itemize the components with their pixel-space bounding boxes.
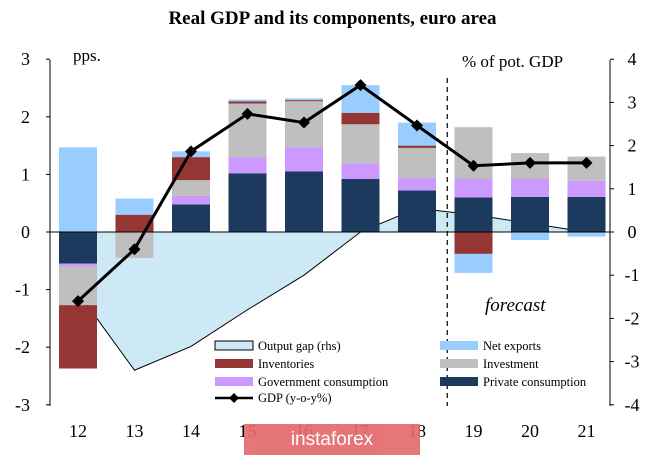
right-tick-label: 2	[628, 136, 637, 156]
x-tick-label-19: 19	[465, 421, 483, 441]
x-tick-label-13: 13	[126, 421, 144, 441]
bar-private-consumption-12	[59, 232, 97, 264]
gdp-point-21	[580, 156, 593, 169]
gdp-line	[76, 83, 587, 303]
legend-label: Government consumption	[258, 375, 389, 389]
bar-government-consumption-20	[511, 179, 549, 197]
bar-investment-14	[172, 180, 210, 196]
bar-private-consumption-21	[567, 196, 606, 232]
legend-label: Private consumption	[483, 375, 587, 389]
bar-inventories-16	[285, 100, 323, 102]
gdp-point-17	[354, 79, 367, 92]
legend-swatch	[214, 340, 254, 351]
instaforex-watermark: instaforex	[244, 424, 420, 455]
bars-layer	[59, 85, 606, 369]
right-tick-label: 0	[628, 222, 637, 242]
bar-private-consumption-16	[285, 171, 323, 232]
gdp-point-16	[298, 116, 310, 129]
gdp-point-19	[467, 159, 480, 172]
bar-net-exports-20	[511, 232, 549, 241]
left-tick-label: 2	[21, 107, 30, 127]
legend-swatch	[215, 377, 253, 386]
legend-gdp-marker	[229, 393, 239, 403]
gdp-point-18	[411, 119, 423, 132]
bar-government-consumption-14	[172, 195, 210, 205]
bar-private-consumption-20	[511, 196, 549, 232]
bar-inventories-15	[228, 101, 267, 104]
bar-investment-18	[398, 147, 436, 178]
bar-inventories-17	[341, 112, 380, 125]
forecast-label: forecast	[485, 295, 546, 316]
legend-label: Inventories	[258, 357, 314, 371]
x-tick-label-14: 14	[182, 421, 200, 441]
bar-net-exports-16	[285, 98, 323, 101]
left-tick-label: 0	[21, 222, 30, 242]
left-tick-label: 1	[21, 164, 30, 184]
x-tick-label-20: 20	[521, 421, 539, 441]
right-tick-label: -1	[625, 265, 640, 285]
legend-swatch	[440, 341, 478, 350]
x-tick-label-21: 21	[578, 421, 596, 441]
legend-label: Net exports	[483, 339, 541, 353]
gdp-point-15	[241, 107, 254, 120]
bar-private-consumption-19	[454, 197, 493, 232]
left-axis-unit: pps.	[73, 46, 101, 65]
output-gap-line	[77, 207, 587, 371]
bar-government-consumption-21	[567, 180, 606, 197]
gdp-point-14	[185, 145, 197, 158]
gdp-point-12	[72, 295, 84, 308]
x-tick-label-12: 12	[69, 421, 87, 441]
left-tick-label: -3	[15, 395, 30, 415]
bar-inventories-13	[115, 214, 154, 232]
bar-net-exports-21	[567, 232, 606, 237]
right-tick-label: 3	[628, 92, 637, 112]
output-gap-area	[78, 208, 587, 371]
gdp-point-13	[128, 243, 141, 256]
bar-private-consumption-15	[228, 173, 267, 232]
right-tick-label: -3	[625, 352, 640, 372]
bar-investment-17	[341, 124, 380, 164]
legend-label: Investment	[483, 357, 539, 371]
legend-label: GDP (y-o-y%)	[258, 391, 331, 405]
right-tick-label: 4	[628, 49, 637, 69]
bar-government-consumption-19	[454, 179, 493, 198]
legend-label: Output gap (rhs)	[258, 339, 341, 353]
bar-net-exports-18	[398, 122, 436, 146]
bar-net-exports-13	[115, 198, 154, 215]
legend-swatch	[215, 359, 253, 368]
bar-government-consumption-15	[228, 157, 267, 174]
bar-private-consumption-14	[172, 204, 210, 232]
bar-inventories-19	[454, 232, 493, 254]
bar-government-consumption-17	[341, 163, 380, 180]
right-tick-label: 1	[628, 179, 637, 199]
bar-inventories-14	[172, 157, 210, 181]
right-tick-label: -2	[625, 308, 640, 328]
left-tick-label: -2	[15, 337, 30, 357]
bar-net-exports-19	[454, 253, 493, 273]
legend-swatch	[440, 359, 478, 368]
bar-net-exports-15	[228, 99, 267, 102]
right-axis-unit: % of pot. GDP	[462, 52, 564, 71]
bar-inventories-12	[59, 305, 97, 369]
bar-government-consumption-16	[285, 147, 323, 172]
gdp-line-layer	[72, 79, 593, 308]
output-gap-layer	[77, 207, 587, 371]
left-tick-label: 3	[21, 49, 30, 69]
bar-government-consumption-18	[398, 177, 436, 191]
bar-government-consumption-12	[59, 263, 97, 267]
left-tick-label: -1	[15, 280, 30, 300]
bar-inventories-18	[398, 145, 436, 148]
bar-private-consumption-18	[398, 190, 436, 232]
right-tick-label: -4	[625, 395, 640, 415]
bar-net-exports-12	[59, 147, 97, 232]
chart-title: Real GDP and its components, euro area	[168, 8, 497, 29]
bar-private-consumption-17	[341, 179, 380, 232]
gdp-point-20	[524, 156, 536, 169]
legend-swatch	[440, 377, 478, 386]
legend: Output gap (rhs) Inventories Government co…	[214, 339, 587, 405]
